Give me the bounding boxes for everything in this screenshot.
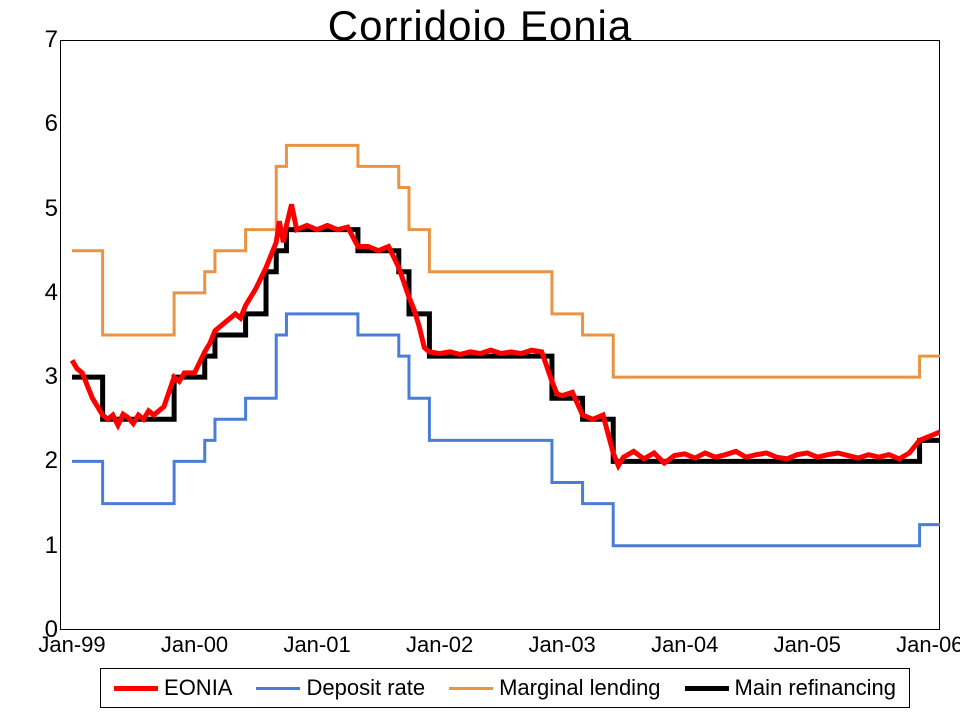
legend-label-eonia: EONIA <box>164 675 232 701</box>
chart-legend: EONIA Deposit rate Marginal lending Main… <box>100 668 910 708</box>
chart-svg <box>60 40 940 630</box>
legend-item-deposit: Deposit rate <box>256 675 425 701</box>
x-tick-label: Jan-03 <box>529 632 596 658</box>
legend-item-marginal: Marginal lending <box>449 675 660 701</box>
legend-swatch-main <box>685 686 729 691</box>
legend-swatch-eonia <box>114 686 158 691</box>
legend-label-marginal: Marginal lending <box>499 675 660 701</box>
legend-item-main: Main refinancing <box>685 675 896 701</box>
y-tick-label: 6 <box>18 110 58 138</box>
legend-label-main: Main refinancing <box>735 675 896 701</box>
y-tick-label: 5 <box>18 195 58 223</box>
y-tick-label: 2 <box>18 447 58 475</box>
x-tick-label: Jan-04 <box>651 632 718 658</box>
x-tick-label: Jan-01 <box>283 632 350 658</box>
x-tick-label: Jan-06 <box>896 632 960 658</box>
y-tick-label: 7 <box>18 26 58 54</box>
legend-item-eonia: EONIA <box>114 675 232 701</box>
chart-plot-area <box>60 40 940 630</box>
y-tick-label: 4 <box>18 279 58 307</box>
x-tick-label: Jan-00 <box>161 632 228 658</box>
legend-label-deposit: Deposit rate <box>306 675 425 701</box>
legend-swatch-deposit <box>256 687 300 690</box>
x-tick-label: Jan-02 <box>406 632 473 658</box>
x-tick-label: Jan-05 <box>774 632 841 658</box>
y-tick-label: 1 <box>18 532 58 560</box>
legend-swatch-marginal <box>449 687 493 690</box>
y-tick-label: 3 <box>18 363 58 391</box>
chart-page: Corridoio Eonia 01234567 Jan-99Jan-00Jan… <box>0 0 960 715</box>
x-tick-label: Jan-99 <box>38 632 105 658</box>
